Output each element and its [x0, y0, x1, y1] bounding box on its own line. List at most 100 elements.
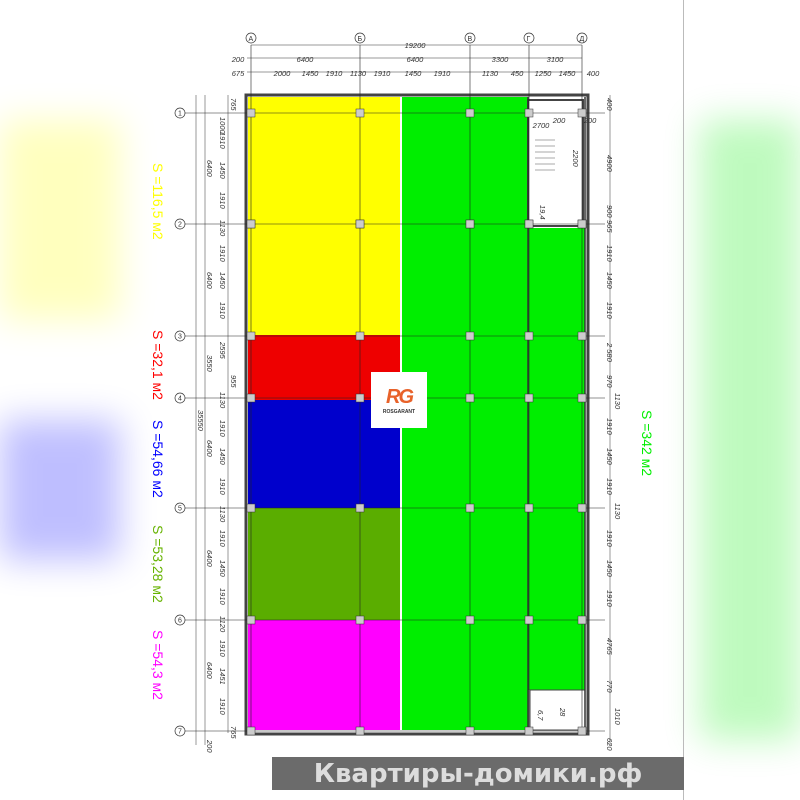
axis-bubble [174, 218, 186, 230]
column [355, 219, 365, 229]
column [524, 219, 534, 229]
dim-left-bay: 3550 [205, 355, 214, 373]
room-label: 28 [558, 707, 567, 717]
dim-right: 1450 [605, 560, 614, 578]
dim-left-opening: 765 [229, 726, 238, 739]
axis-label-number: 1 [178, 111, 182, 118]
zone-yellow [248, 97, 400, 335]
dim-right: 1010 [613, 708, 622, 726]
dim-left-opening: 1130 [218, 220, 227, 237]
dim-left-opening: 1450 [218, 560, 227, 578]
logo-mark: RG [386, 385, 414, 408]
axis-bubble [354, 32, 366, 44]
zone-green-east [528, 228, 585, 690]
stair-room [527, 99, 584, 227]
column [465, 219, 475, 229]
column [246, 393, 256, 403]
dim-right: 965 [605, 220, 614, 233]
dim-left-bay: 200 [205, 739, 214, 753]
column [524, 393, 534, 403]
dim-left-opening: 765 [229, 98, 238, 111]
dim-top-opening: 1450 [559, 69, 577, 78]
dim-left-opening: 1000 [218, 117, 227, 135]
zone-magenta [248, 620, 400, 730]
column [577, 726, 587, 736]
dim-top-opening: 1450 [405, 69, 423, 78]
column [355, 393, 365, 403]
dim-right: 900 [605, 205, 614, 218]
column [246, 726, 256, 736]
dim-left-opening: 1910 [218, 192, 227, 210]
dim-top-opening: 1250 [535, 69, 553, 78]
room-label: 19,4 [538, 205, 547, 220]
column [355, 615, 365, 625]
axis-label-number: 5 [178, 506, 182, 513]
column [577, 108, 587, 118]
dim-left-opening: 1450 [218, 272, 227, 290]
dim-left-bay: 6400 [205, 160, 214, 178]
column [246, 503, 256, 513]
dim-right: 1910 [605, 590, 614, 608]
dim-left-opening: 1910 [218, 640, 227, 658]
dim-total-width: 19200 [405, 41, 427, 50]
dim-left-opening: 955 [229, 375, 238, 388]
area-label-blue: S =54,66 м2 [150, 420, 166, 498]
dim-left-bay: 6400 [205, 550, 214, 568]
dim-right: 2 580 [605, 342, 614, 363]
dim-top-opening: 1910 [374, 69, 392, 78]
dim-left-opening: 1910 [218, 132, 227, 150]
dim-left-opening: 1910 [218, 420, 227, 438]
dim-right: 2200 [571, 149, 580, 168]
dim-top-opening: 400 [587, 69, 600, 78]
column [355, 503, 365, 513]
area-label-red: S =32,1 м2 [150, 330, 166, 400]
column [246, 219, 256, 229]
dim-left-opening: 1130 [218, 506, 227, 523]
dim-top-opening: 675 [232, 69, 245, 78]
dim-top-bay: 6400 [407, 55, 425, 64]
dim-top-bay: 6400 [297, 55, 315, 64]
dim-top-opening: 1130 [350, 69, 367, 78]
column [465, 331, 475, 341]
dim-top-bay: 3100 [547, 55, 565, 64]
dim-left-opening: 2595 [218, 341, 227, 360]
dim-right: 4765 [605, 638, 614, 656]
dim-total-height: 35550 [196, 410, 205, 432]
dim-right: 400 [605, 98, 614, 111]
axis-label-letter: Д [580, 36, 585, 43]
blur-edge-right [700, 120, 800, 740]
dim-top-bay: 200 [231, 55, 245, 64]
dim-left-opening: 1450 [218, 162, 227, 180]
dim-top-bay: 3300 [492, 55, 510, 64]
dim-right: 1910 [605, 478, 614, 496]
axis-label-letter: Б [358, 36, 363, 43]
dim-left-opening: 1910 [218, 245, 227, 263]
dim-right: 200 [583, 116, 597, 125]
dim-left-bay: 6400 [205, 662, 214, 680]
dim-left-bay: 6400 [205, 440, 214, 458]
dim-top-opening: 1910 [326, 69, 344, 78]
zone-olive [248, 508, 400, 620]
column [524, 615, 534, 625]
rosgarant-logo: RG ROSGARANT [371, 372, 427, 428]
dim-top-opening: 1450 [302, 69, 320, 78]
axis-label-letter: Г [527, 36, 531, 43]
axis-label-number: 3 [178, 334, 182, 341]
dim-left-opening: 1130 [218, 392, 227, 409]
axis-bubble [174, 392, 186, 404]
dim-left-opening: 1910 [218, 698, 227, 716]
axis-bubble [174, 502, 186, 514]
column [246, 108, 256, 118]
column [577, 331, 587, 341]
area-label-yellow: S =116,5 м2 [150, 163, 166, 240]
dim-left-opening: 1910 [218, 478, 227, 496]
axis-label-number: 2 [178, 222, 182, 229]
column [577, 393, 587, 403]
dim-left-bay: 6400 [205, 272, 214, 290]
axis-bubble [174, 107, 186, 119]
blur-edge-left-blue [0, 420, 120, 560]
column [577, 219, 587, 229]
column [465, 393, 475, 403]
